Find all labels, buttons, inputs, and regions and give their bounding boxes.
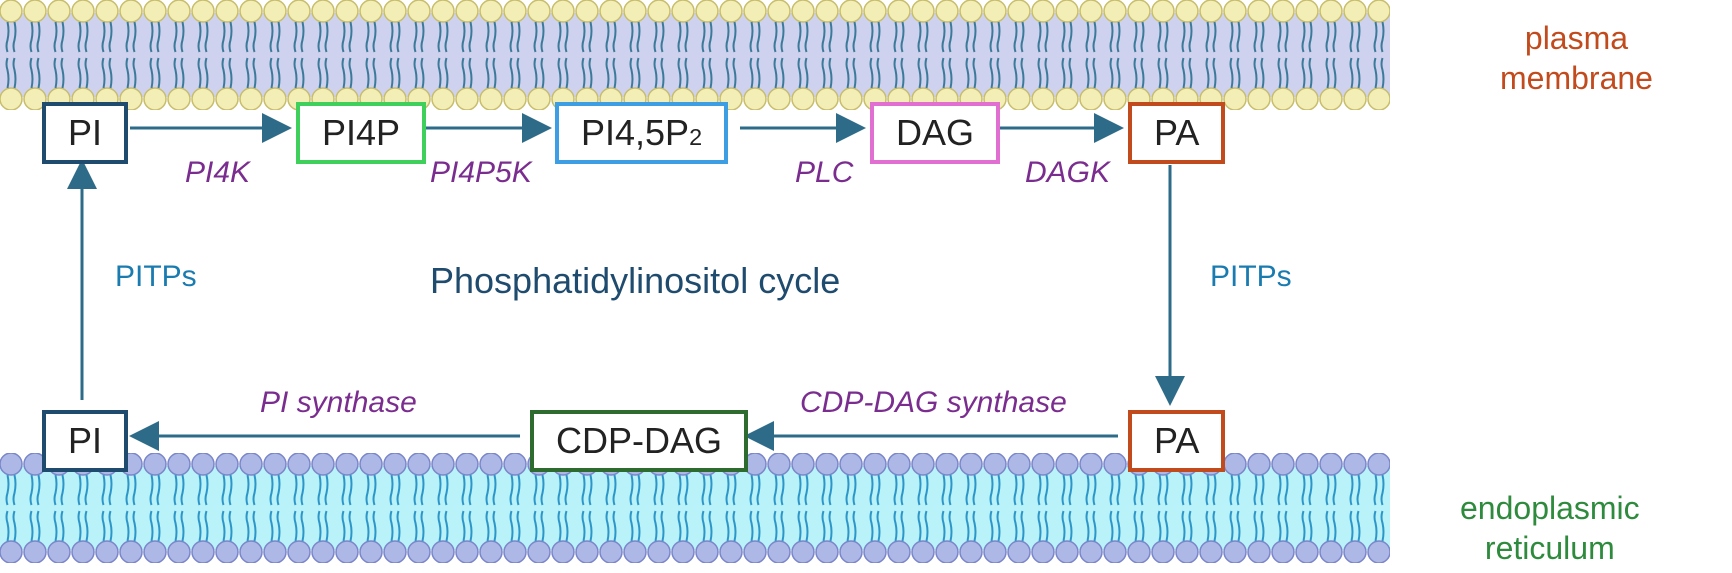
node-pi-plasma: PI xyxy=(42,102,128,164)
node-label: PI4P xyxy=(322,112,400,154)
node-cdp-dag: CDP-DAG xyxy=(530,410,748,472)
enzyme-pi4k: PI4K xyxy=(185,156,250,190)
node-pa-er: PA xyxy=(1128,410,1225,472)
node-label: PA xyxy=(1154,420,1199,462)
node-dag: DAG xyxy=(870,102,1000,164)
label-line: plasma xyxy=(1525,20,1628,56)
node-label: PA xyxy=(1154,112,1199,154)
label-line: endoplasmic xyxy=(1460,490,1640,526)
node-pi4p: PI4P xyxy=(296,102,426,164)
enzyme-pi-synthase: PI synthase xyxy=(260,386,417,420)
enzyme-cdp-dag-synthase: CDP-DAG synthase xyxy=(800,386,1067,420)
node-label: CDP-DAG xyxy=(556,420,722,462)
enzyme-dagk: DAGK xyxy=(1025,156,1110,190)
enzyme-pi4p5k: PI4P5K xyxy=(430,156,532,190)
node-pa-plasma: PA xyxy=(1128,102,1225,164)
transport-pitps-left: PITPs xyxy=(115,260,197,294)
node-label-sub: 2 xyxy=(689,126,702,149)
cycle-title: Phosphatidylinositol cycle xyxy=(430,260,840,302)
node-pi-er: PI xyxy=(42,410,128,472)
label-line: membrane xyxy=(1500,60,1653,96)
transport-pitps-right: PITPs xyxy=(1210,260,1292,294)
plasma-membrane-graphic xyxy=(0,0,1390,110)
er-label: endoplasmic reticulum xyxy=(1460,488,1640,568)
node-pi45p2: PI4,5P2 xyxy=(555,102,728,164)
enzyme-plc: PLC xyxy=(795,156,853,190)
label-line: reticulum xyxy=(1485,530,1615,566)
plasma-membrane-label: plasma membrane xyxy=(1500,18,1653,98)
node-label: DAG xyxy=(896,112,974,154)
node-label: PI4,5P xyxy=(581,112,689,154)
node-label: PI xyxy=(68,112,102,154)
node-label: PI xyxy=(68,420,102,462)
